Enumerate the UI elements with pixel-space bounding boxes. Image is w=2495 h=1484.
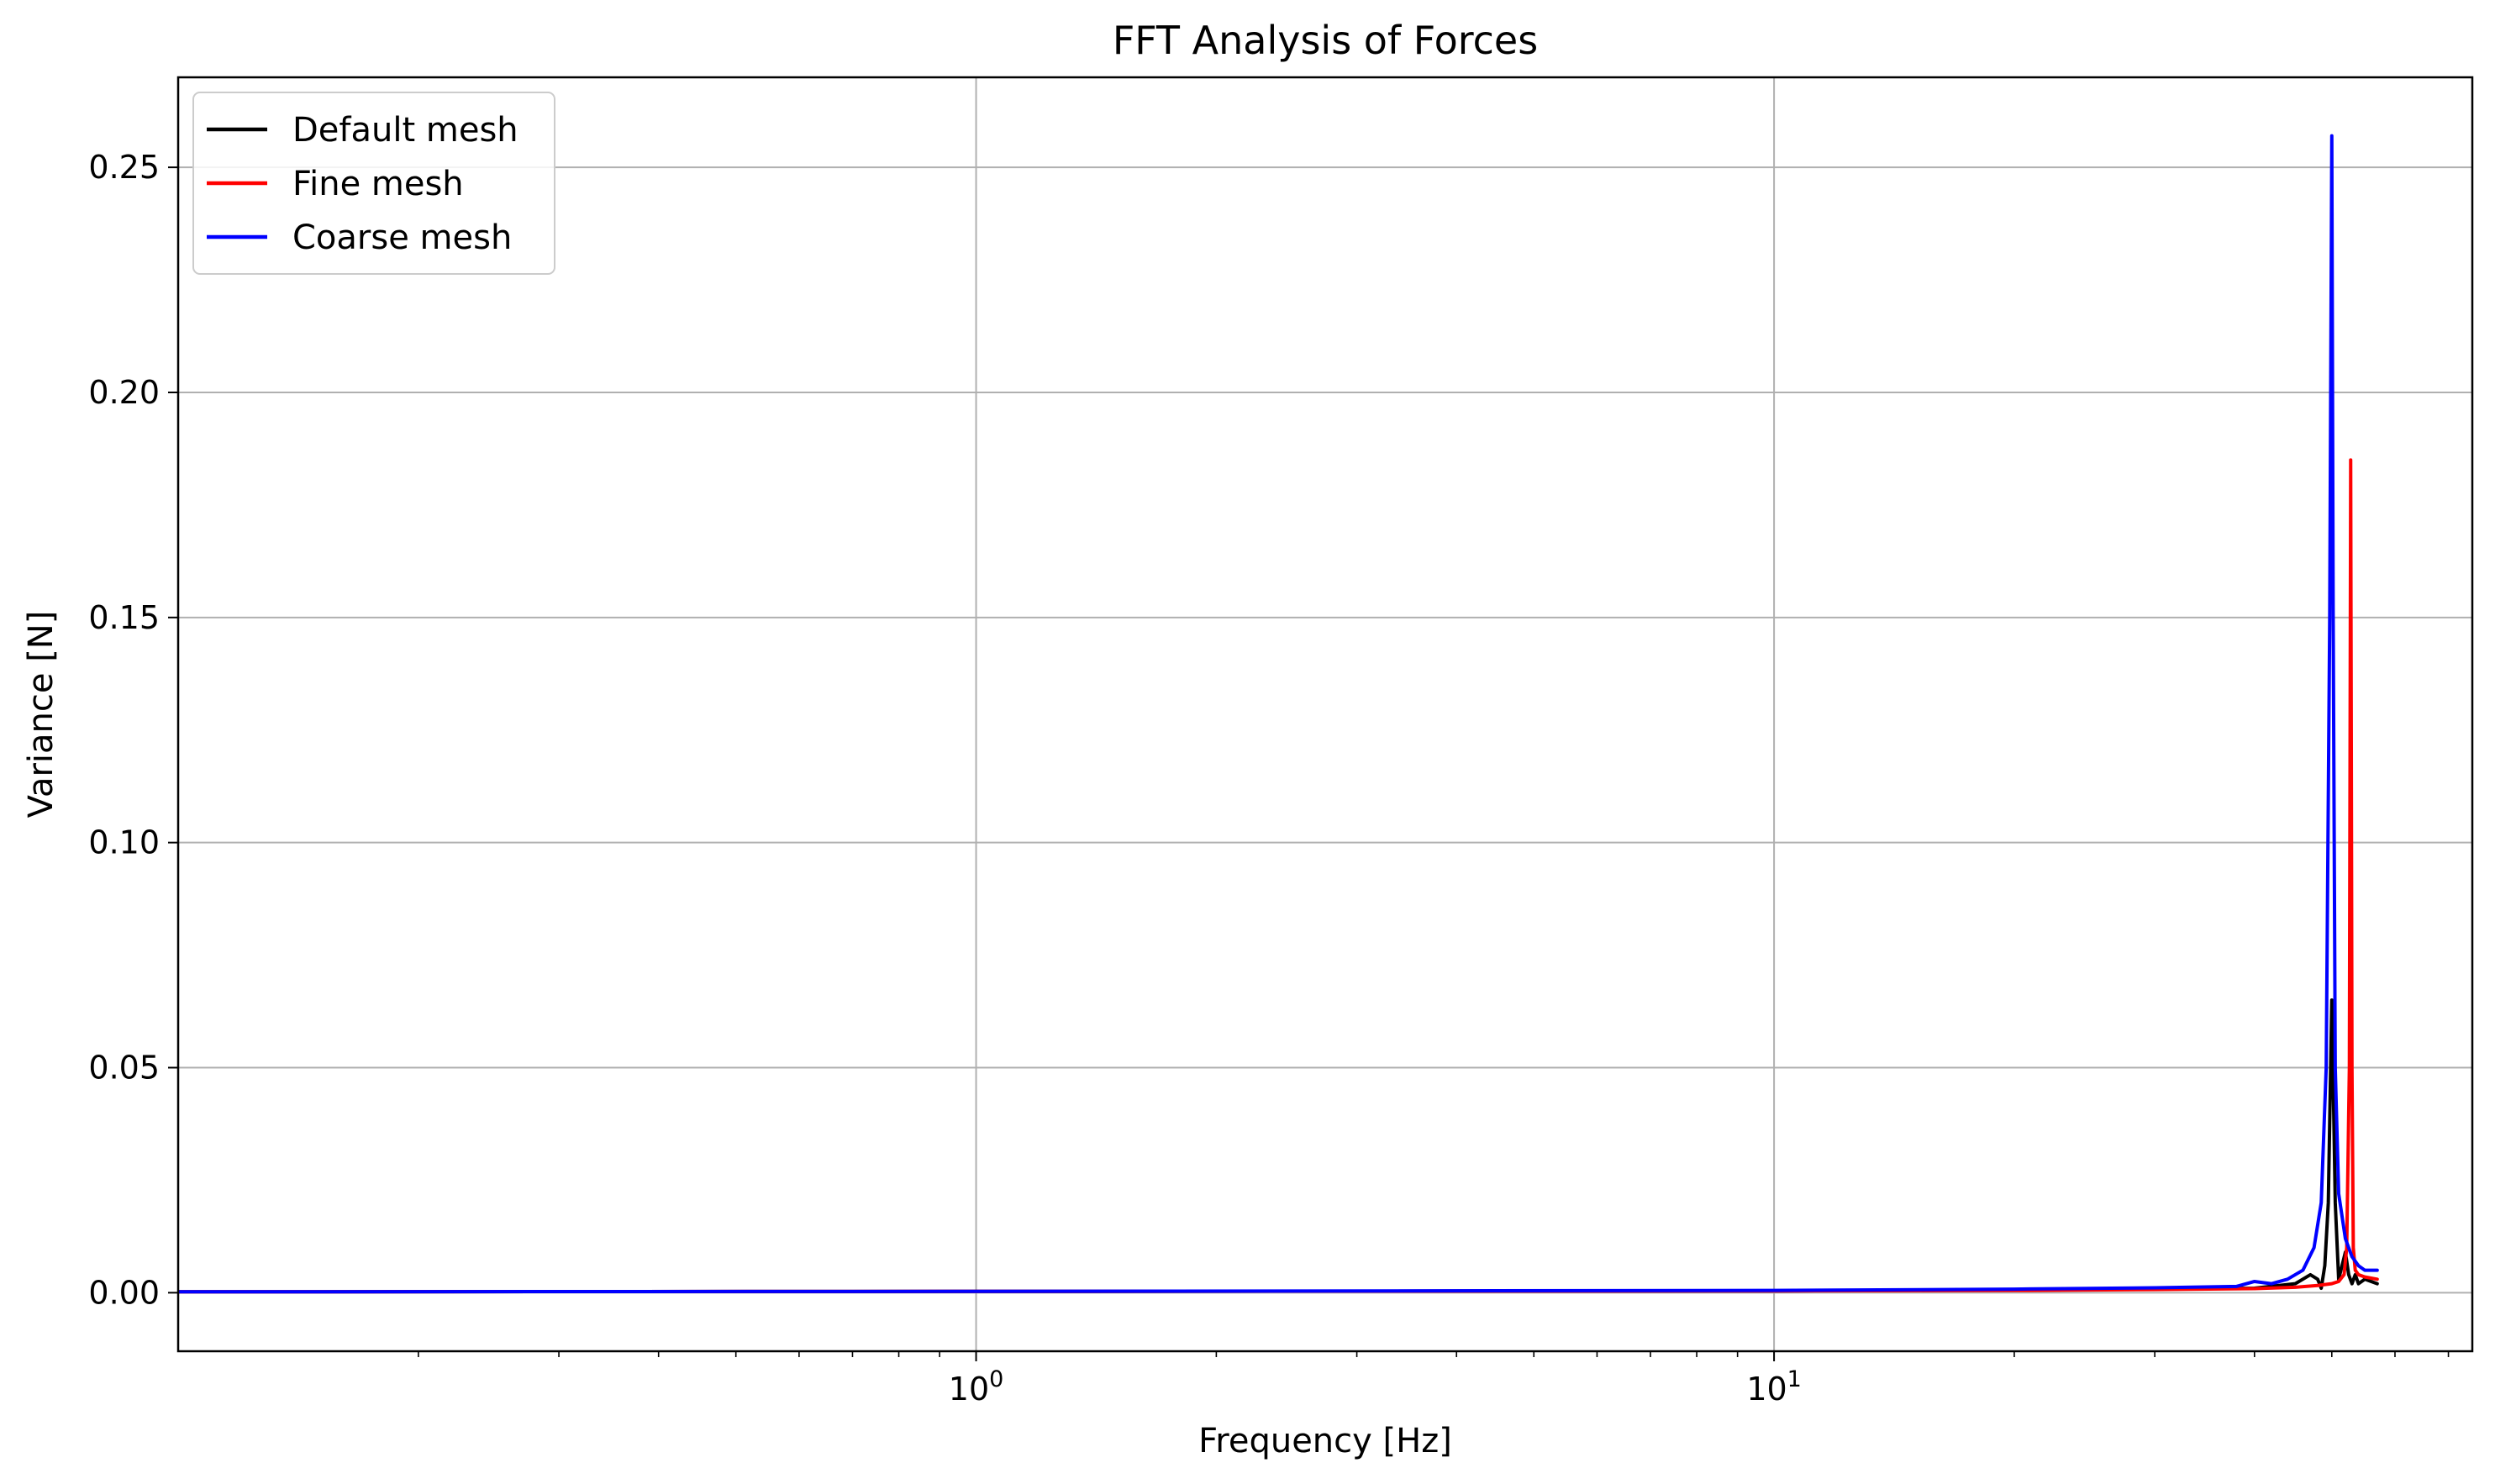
legend-box xyxy=(192,92,555,275)
y-tick-label: 0.25 xyxy=(88,149,160,186)
legend-label: Fine mesh xyxy=(292,165,464,203)
y-tick-label: 0.00 xyxy=(88,1274,160,1311)
y-tick-label: 0.15 xyxy=(88,599,160,636)
plot-frame xyxy=(176,76,2474,1353)
y-axis-label: Variance [N] xyxy=(22,611,61,818)
chart-title: FFT Analysis of Forces xyxy=(1113,18,1538,63)
legend-label: Default mesh xyxy=(292,111,518,150)
legend-label: Coarse mesh xyxy=(292,218,512,257)
series-lines xyxy=(178,134,2379,1294)
series-line-coarse-mesh xyxy=(178,134,2379,1294)
x-tick-label: 100 xyxy=(949,1366,1004,1408)
y-tick-label: 0.10 xyxy=(88,824,160,861)
legend: Default mesh Fine mesh Coarse mesh xyxy=(192,92,555,275)
y-tick-label: 0.05 xyxy=(88,1050,160,1087)
x-tick-label: 101 xyxy=(1746,1366,1802,1408)
y-tick-label: 0.20 xyxy=(88,374,160,411)
x-axis-label: Frequency [Hz] xyxy=(1198,1422,1452,1460)
axis-ticks: 0.00 0.05 0.10 0.15 0.20 0.25 100 101 xyxy=(88,149,2450,1408)
